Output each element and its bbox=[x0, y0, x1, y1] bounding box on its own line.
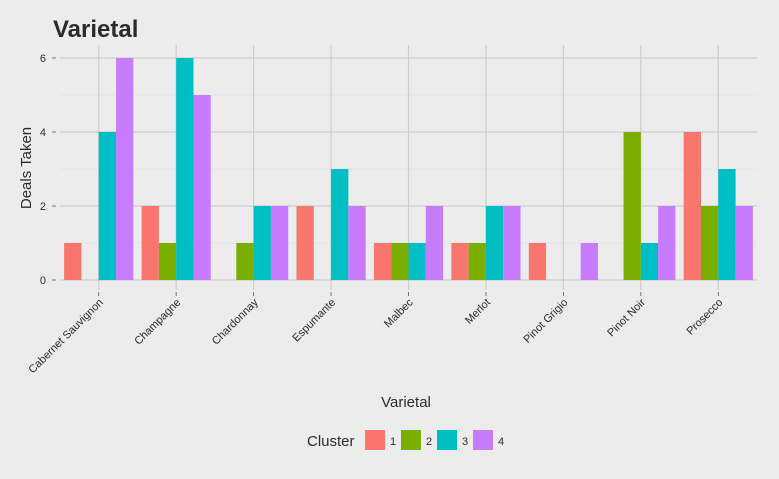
x-tick-label: Pinot Noir bbox=[605, 296, 648, 339]
x-tick-label: Chardonnay bbox=[210, 296, 261, 347]
bar bbox=[425, 206, 444, 280]
bar bbox=[468, 243, 486, 280]
legend-label: 4 bbox=[498, 436, 504, 448]
bar bbox=[658, 206, 676, 280]
legend-label: 3 bbox=[462, 436, 468, 448]
x-tick-label: Espumante bbox=[290, 297, 338, 345]
legend: Cluster 1 2 3 4 bbox=[307, 430, 504, 450]
legend-swatch bbox=[365, 430, 385, 450]
bar bbox=[253, 206, 271, 280]
bar bbox=[296, 206, 314, 280]
legend-label: 1 bbox=[390, 436, 396, 448]
x-tick-label: Pinot Grigio bbox=[521, 297, 570, 346]
legend-title: Cluster bbox=[307, 433, 355, 450]
bars bbox=[64, 58, 753, 280]
bar bbox=[391, 243, 409, 280]
bar bbox=[640, 243, 659, 280]
bar bbox=[451, 243, 469, 280]
bar bbox=[528, 243, 547, 280]
y-tick-label: 6 bbox=[40, 53, 46, 65]
x-axis-ticks: Cabernet Sauvignon Champagne Chardonnay Esp… bbox=[26, 292, 725, 376]
bar bbox=[373, 243, 392, 280]
bar bbox=[623, 132, 641, 280]
bar bbox=[485, 206, 504, 280]
bar bbox=[503, 206, 521, 280]
bar bbox=[116, 58, 134, 280]
x-axis-title: Varietal bbox=[381, 394, 431, 411]
chart-title: Varietal bbox=[53, 16, 138, 43]
y-tick-label: 0 bbox=[40, 275, 46, 287]
bar bbox=[408, 243, 426, 280]
bar bbox=[331, 169, 349, 280]
y-tick-label: 2 bbox=[40, 201, 46, 213]
bar bbox=[270, 206, 289, 280]
bar bbox=[176, 58, 194, 280]
bar bbox=[718, 169, 736, 280]
y-tick-label: 4 bbox=[40, 127, 46, 139]
bar bbox=[580, 243, 598, 280]
bar bbox=[236, 243, 254, 280]
legend-swatch bbox=[437, 430, 457, 450]
x-tick-label: Cabernet Sauvignon bbox=[26, 297, 105, 376]
bar bbox=[348, 206, 366, 280]
bar bbox=[64, 243, 82, 280]
legend-swatch bbox=[473, 430, 493, 450]
bar bbox=[98, 132, 117, 280]
bar bbox=[158, 243, 177, 280]
x-tick-label: Malbec bbox=[382, 296, 416, 330]
bar bbox=[700, 206, 719, 280]
bar bbox=[735, 206, 753, 280]
y-axis-ticks: 0 2 4 6 bbox=[40, 53, 56, 287]
x-tick-label: Merlot bbox=[463, 297, 493, 327]
y-axis-title: Deals Taken bbox=[18, 127, 35, 209]
x-tick-label: Champagne bbox=[132, 297, 183, 348]
bar bbox=[683, 132, 701, 280]
legend-label: 2 bbox=[426, 436, 432, 448]
legend-swatch bbox=[401, 430, 421, 450]
bar bbox=[193, 95, 211, 280]
x-tick-label: Prosecco bbox=[684, 297, 725, 338]
bar bbox=[141, 206, 159, 280]
